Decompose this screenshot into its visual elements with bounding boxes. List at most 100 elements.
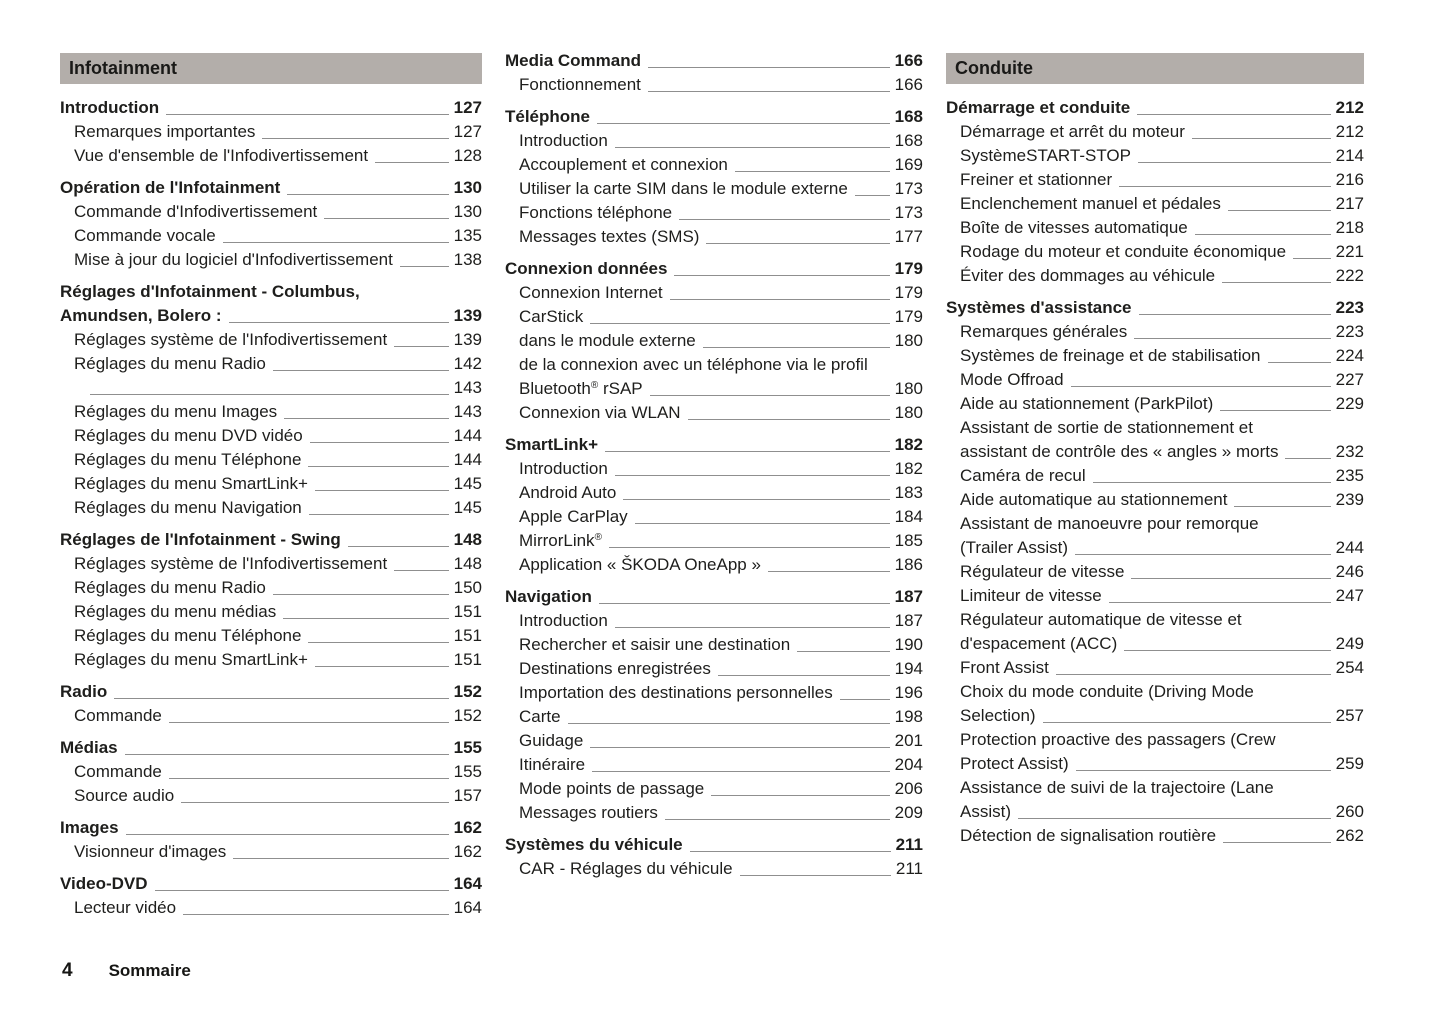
leader-line [287, 194, 449, 195]
leader-line [839, 699, 890, 700]
toc-entry-row: Réglages système de l'Infodivertissement… [60, 328, 482, 352]
toc-section: Radio 152 Commande 152 [60, 680, 482, 728]
toc-entry: Visionneur d'images 162 [60, 840, 482, 864]
toc-entry-label: Réglages du menu Radio [74, 578, 266, 597]
toc-section-title: Media Command 166 [505, 49, 923, 73]
leader-line [1227, 210, 1331, 211]
toc-entry-row: Visionneur d'images 162 [60, 840, 482, 864]
toc-page-number: 254 [1335, 658, 1364, 677]
toc-entry-row: Réglages système de l'Infodivertissement… [60, 552, 482, 576]
toc-page-number: 127 [453, 122, 482, 141]
toc-entry-label: Vue d'ensemble de l'Infodivertissement [74, 146, 369, 165]
leader-line [1119, 186, 1331, 187]
toc-page-number: 128 [453, 146, 482, 165]
toc-entry-label: (Trailer Assist) [960, 538, 1068, 557]
toc-entry-row: Messages routiers 209 [505, 801, 923, 825]
toc-entry-label: CAR - Réglages du véhicule [519, 859, 733, 878]
toc-entry-label: Protect Assist) [960, 754, 1069, 773]
toc-page-number: 127 [453, 98, 482, 117]
leader-line [687, 419, 890, 420]
toc-entry-label: Systèmes d'assistance [946, 298, 1132, 317]
leader-line [734, 171, 890, 172]
leader-line [181, 802, 449, 803]
toc-entry-label: Amundsen, Bolero : [60, 306, 222, 325]
toc-entry-label: Réglages du menu Navigation [74, 498, 302, 517]
toc-entry-row: Médias 155 [60, 736, 482, 760]
page-footer: 4 Sommaire [62, 960, 191, 982]
toc-entry-label: Enclenchement manuel et pédales [960, 194, 1221, 213]
toc-entry-row: Video-DVD 164 [60, 872, 482, 896]
toc-page-number: 223 [1335, 298, 1364, 317]
leader-line [664, 819, 890, 820]
toc-entry-row: Guidage 201 [505, 729, 923, 753]
toc-entry: Réglages système de l'Infodivertissement… [60, 328, 482, 352]
leader-line [1108, 602, 1331, 603]
toc-page-number: 211 [895, 859, 923, 878]
toc-entry-label: Aide automatique au stationnement [960, 490, 1228, 509]
toc-section: SmartLink+ 182 Introduction 182 Android Auto… [505, 433, 923, 577]
toc-page-number: 145 [453, 498, 482, 517]
toc-page-number: 152 [453, 682, 482, 701]
toc-page-number: 180 [894, 331, 923, 350]
toc-entry-row: Introduction 127 [60, 96, 482, 120]
toc-entry: Réglages du menu Radio 150 [60, 576, 482, 600]
toc-entry: Remarques importantes 127 [60, 120, 482, 144]
toc-entry-row: Itinéraire 204 [505, 753, 923, 777]
toc-entry-label: Mode points de passage [519, 779, 705, 798]
toc-section-title: Systèmes d'assistance 223 [946, 296, 1364, 320]
toc-entry: CarStick 179 [505, 305, 923, 329]
toc-section-title: Images 162 [60, 816, 482, 840]
toc-page-number: 222 [1335, 266, 1364, 285]
toc-entry-label: Apple CarPlay [519, 507, 628, 526]
toc-page-number: 138 [453, 250, 482, 269]
toc-entry-label: Commande d'Infodivertissement [74, 202, 318, 221]
toc-column-2: Media Command 166 Fonctionnement 166 Télépho… [505, 49, 923, 928]
leader-line [649, 395, 890, 396]
toc-entry-label: Détection de signalisation routière [960, 826, 1217, 845]
toc-page-number: 187 [894, 587, 923, 606]
toc-entry-row: Réglages du menu SmartLink+ 145 [60, 472, 482, 496]
leader-line [854, 195, 890, 196]
leader-line [1092, 482, 1331, 483]
toc-page-number: 204 [894, 755, 923, 774]
toc-entry-label: Connexion via WLAN [519, 403, 681, 422]
toc-entry: Réglages du menu Images 143 [60, 400, 482, 424]
toc-entry-label: Régulateur de vitesse [960, 562, 1125, 581]
toc-entry-row: Carte 198 [505, 705, 923, 729]
toc-entry-label: Source audio [74, 786, 175, 805]
toc-entry-label: Application « ŠKODA OneApp » [519, 555, 761, 574]
toc-entry-row: Détection de signalisation routière 262 [946, 824, 1364, 848]
leader-line [347, 546, 449, 547]
toc-section: Systèmes du véhicule 211 CAR - Réglages du… [505, 833, 923, 881]
leader-line [1191, 138, 1331, 139]
toc-entry-label: Video-DVD [60, 874, 148, 893]
toc-entry-row: Réglages du menu Radio 150 [60, 576, 482, 600]
toc-entry: Mise à jour du logiciel d'Infodivertisse… [60, 248, 482, 272]
toc-page-number: 164 [453, 874, 482, 893]
toc-page-number: 144 [453, 426, 482, 445]
toc-entry-row: Limiteur de vitesse 247 [946, 584, 1364, 608]
toc-page-number: 166 [894, 75, 923, 94]
leader-line [1234, 506, 1331, 507]
toc-entry: MirrorLink® 185 [505, 529, 923, 553]
toc-entry-label: Réglages système de l'Infodivertissement [74, 330, 388, 349]
leader-line [614, 147, 890, 148]
toc-page-number: 139 [453, 330, 482, 349]
toc-page-number: 223 [1335, 322, 1364, 341]
toc-entry-label: Réglages du menu Téléphone [74, 626, 302, 645]
toc-entry-label: Introduction [519, 131, 608, 150]
toc-entry-row: Fonctionnement 166 [505, 73, 923, 97]
leader-line [592, 771, 890, 772]
toc-page-number: 227 [1335, 370, 1364, 389]
leader-line [375, 162, 449, 163]
toc-entry-row: Commande d'Infodivertissement 130 [60, 200, 482, 224]
toc-page-number: 173 [894, 203, 923, 222]
toc-entry-row: Navigation 187 [505, 585, 923, 609]
toc-entry: Destinations enregistrées 194 [505, 657, 923, 681]
toc-entry-label: Aide au stationnement (ParkPilot) [960, 394, 1214, 413]
toc-page-number: 179 [894, 307, 923, 326]
toc-entry-label: Carte [519, 707, 561, 726]
toc-page-number: 185 [894, 531, 923, 550]
toc-entry-label-line: Assistant de sortie de stationnement et [960, 418, 1253, 437]
